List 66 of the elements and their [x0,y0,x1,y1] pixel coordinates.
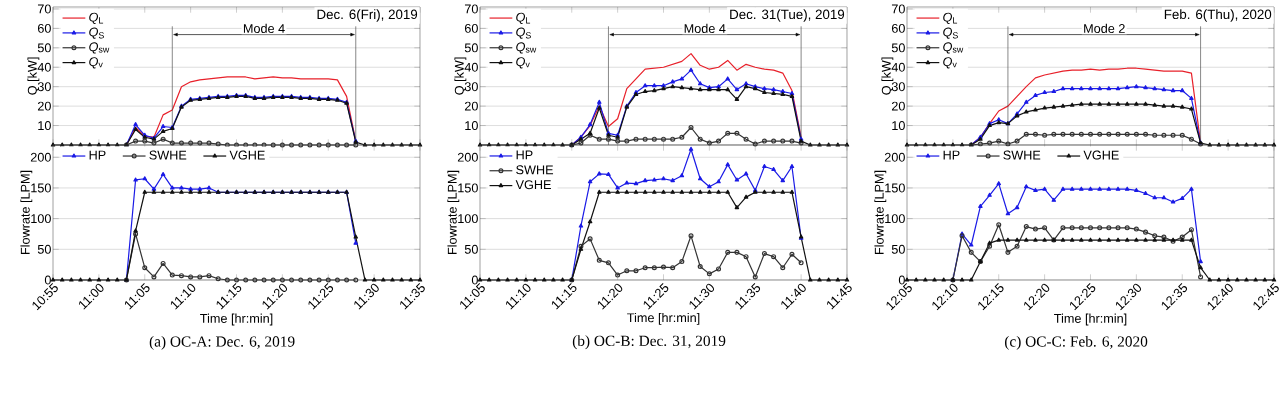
legend-label: SWHE [516,165,554,175]
legend-label: Q$_{sw}$ [89,42,110,54]
y-tick-label: 0 [44,275,51,285]
y-tick-label: 100 [31,214,51,224]
y-tick-label: 70 [37,4,51,14]
legend-label: Q$_{v}$ [943,57,957,69]
legend-label: SWHE [1003,150,1041,160]
y-tick-label: 200 [884,152,905,162]
y-tick-label: 70 [464,4,478,14]
y-tick-label: 10 [892,121,905,131]
legend-label: Q$_{S}$ [943,27,958,39]
annotation: Mode 4 [684,23,726,33]
y-tick-label: 20 [891,101,905,111]
legend-label: SWHE [149,150,187,160]
y-tick-label: 50 [464,43,478,53]
y-tick-label: 50 [464,244,478,254]
y-tick-label: 10 [465,121,478,131]
y-tick-label: 50 [891,244,905,254]
y-tick-label: 200 [457,152,478,162]
legend-label: Q$_{sw}$ [516,42,537,54]
y-tick-label: 0 [471,275,478,285]
y-tick-label: 150 [885,183,905,193]
y-tick-label: 50 [891,43,905,53]
y-tick-label: 20 [37,101,51,111]
legend-label: Q$_{sw}$ [943,42,964,54]
y-tick-label: 70 [891,4,905,14]
text: (c) OC-C: Feb. 6, 2020 [1005,335,1148,350]
y-tick-label: 60 [891,23,905,33]
y-tick-label: 100 [885,214,905,224]
y-tick-label: 150 [458,183,478,193]
legend-label: Q$_{v}$ [516,57,530,69]
chart-subtitle: Dec. 31(Tue), 2019 [730,9,845,22]
legend-label: Q$_{v}$ [89,57,103,69]
legend-label: Q$_{L}$ [516,12,531,24]
y-tick-label: 200 [30,152,51,162]
legend-label: Q$_{L}$ [943,12,958,24]
legend-label: HP [89,150,106,160]
legend-label: VGHE [229,150,265,160]
y-tick-label: 30 [37,82,51,92]
y-tick-label: 60 [464,23,478,33]
y-tick-label: 150 [31,183,51,193]
annotation: Mode 4 [243,23,285,33]
y-tick-label: 0 [898,275,905,285]
legend-label: VGHE [515,180,551,190]
text: (a) OC-A: Dec. 6, 2019 [149,335,295,350]
chart-subtitle: Feb. 6(Thu), 2020 [1164,9,1272,22]
y-tick-label: 60 [37,23,51,33]
legend-label: HP [516,150,533,160]
x-axis-title: Time [hr:min] [627,312,700,325]
legend-label: Q$_{S}$ [89,27,104,39]
y-tick-label: 10 [38,121,51,131]
y-tick-label: 30 [891,82,905,92]
x-axis-title: Time [hr:min] [1054,313,1127,326]
annotation: Mode 2 [1084,23,1125,33]
text: (b) OC-B: Dec. 31, 2019 [572,335,726,350]
chart-subtitle: Dec. 6(Fri), 2019 [317,9,418,22]
legend-label: HP [943,150,960,160]
y-tick-label: 50 [37,43,51,53]
legend-label: Q$_{L}$ [89,12,104,24]
y-tick-label: 100 [458,214,478,224]
legend-label: VGHE [1083,150,1119,160]
y-tick-label: 20 [464,101,478,111]
y-tick-label: 30 [464,82,478,92]
legend-label: Q$_{S}$ [516,27,531,39]
y-tick-label: 50 [37,244,51,254]
x-axis-title: Time [hr:min] [200,313,273,326]
